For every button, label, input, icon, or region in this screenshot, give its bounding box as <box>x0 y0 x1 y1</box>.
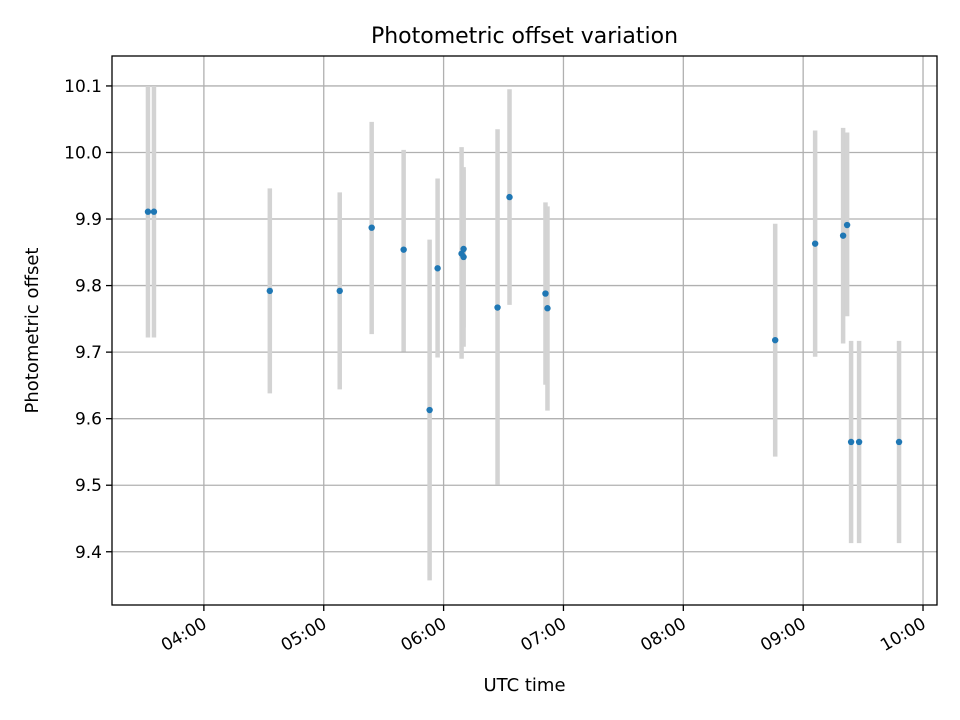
y-tick-label: 9.5 <box>75 476 102 496</box>
y-tick-label: 9.4 <box>75 543 102 563</box>
y-axis-label: Photometric offset <box>22 248 43 414</box>
data-point <box>895 438 903 446</box>
data-point <box>426 406 433 414</box>
x-axis-label: UTC time <box>483 675 565 696</box>
y-tick-label: 9.6 <box>75 410 102 430</box>
data-point <box>434 265 441 272</box>
data-point <box>336 287 343 295</box>
data-point <box>855 438 863 446</box>
x-tick-label: 10:00 <box>877 614 929 656</box>
y-tick-label: 9.9 <box>75 210 102 230</box>
data-point <box>494 304 501 311</box>
x-tick-label: 08:00 <box>637 614 689 656</box>
data-point <box>839 232 847 239</box>
data-point <box>542 290 549 297</box>
y-axis-ticks: 9.4 9.5 9.6 9.7 9.8 9.9 10.0 10.1 <box>64 77 112 563</box>
data-point <box>266 287 274 295</box>
data-point <box>811 240 819 247</box>
data-point <box>460 245 467 253</box>
data-point <box>144 208 152 215</box>
data-point <box>460 253 467 261</box>
y-tick-label: 10.1 <box>64 77 102 97</box>
y-tick-label: 10.0 <box>64 143 102 163</box>
chart-title: Photometric offset variation <box>371 24 678 49</box>
y-tick-label: 9.8 <box>75 277 102 297</box>
data-point <box>847 438 855 446</box>
data-point <box>843 221 851 229</box>
y-tick-label: 9.7 <box>75 343 102 363</box>
error-bars <box>145 85 902 581</box>
plot-frame <box>111 55 938 606</box>
x-axis-ticks: 04:00 05:00 06:00 07:00 08:00 09:00 10:00 <box>158 605 930 656</box>
x-tick-label: 09:00 <box>757 614 809 656</box>
data-point <box>150 208 158 215</box>
x-tick-label: 04:00 <box>158 614 210 656</box>
data-point <box>506 193 513 201</box>
grid <box>112 56 937 605</box>
data-point <box>368 224 375 231</box>
data-point <box>400 246 407 253</box>
data-point <box>771 336 779 344</box>
x-tick-label: 05:00 <box>278 614 330 656</box>
data-point <box>544 305 551 312</box>
x-tick-label: 06:00 <box>398 614 450 656</box>
data-points <box>144 193 903 446</box>
x-tick-label: 07:00 <box>518 614 570 656</box>
